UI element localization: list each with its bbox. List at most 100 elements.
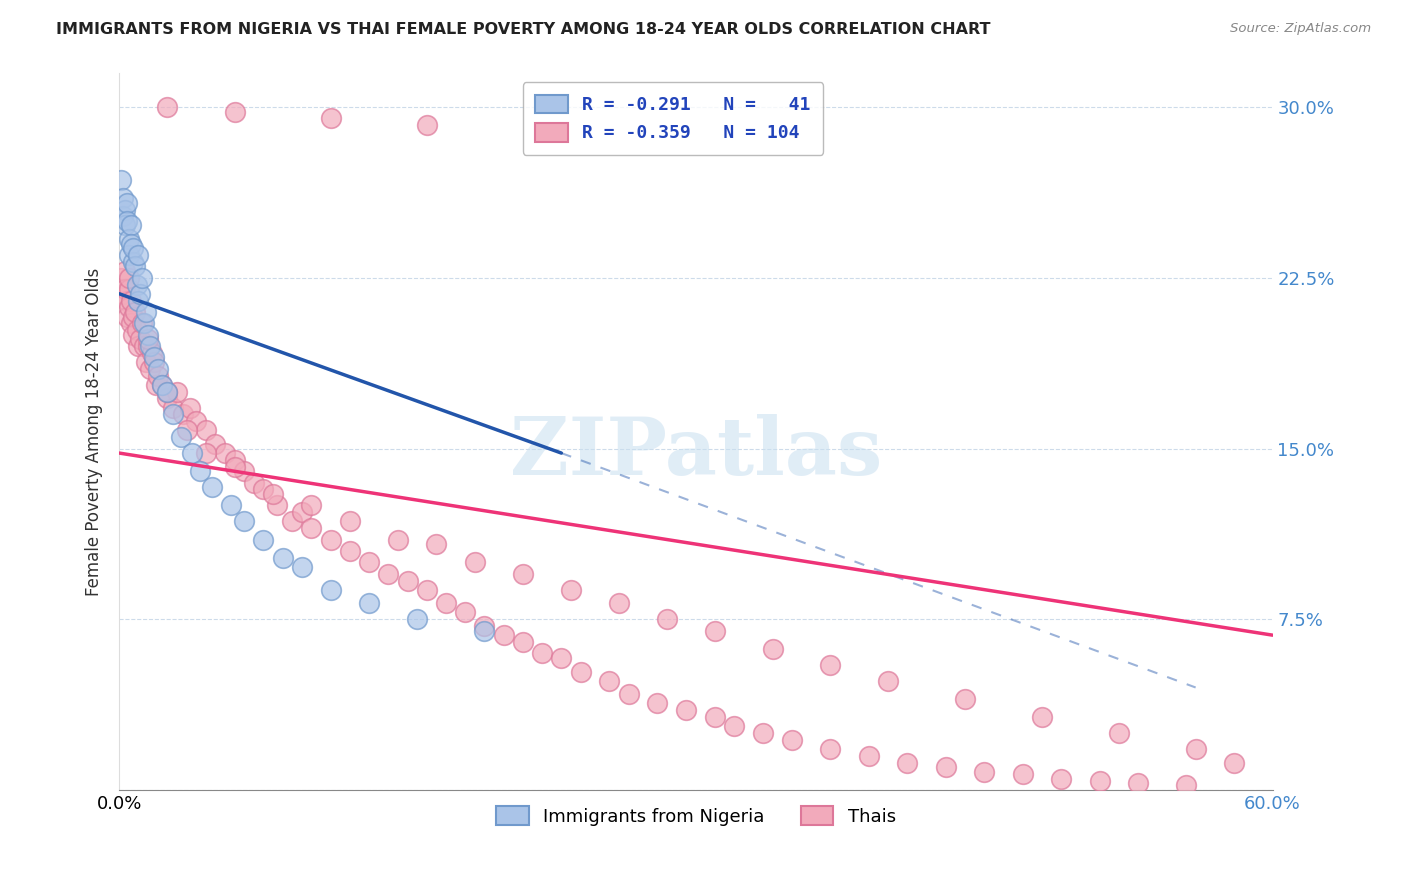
- Point: [156, 392, 179, 406]
- Legend: Immigrants from Nigeria, Thais: Immigrants from Nigeria, Thais: [486, 797, 904, 835]
- Point: [474, 619, 496, 633]
- Point: [125, 277, 148, 292]
- Point: [200, 480, 222, 494]
- Point: [655, 612, 678, 626]
- Point: [118, 301, 141, 315]
- Point: [131, 316, 153, 330]
- Point: [339, 544, 361, 558]
- Point: [291, 505, 314, 519]
- Point: [598, 673, 620, 688]
- Point: [752, 726, 775, 740]
- Point: [252, 533, 274, 547]
- Point: [145, 377, 167, 392]
- Point: [1223, 756, 1246, 770]
- Point: [301, 499, 323, 513]
- Text: ZIPatlas: ZIPatlas: [510, 414, 882, 492]
- Text: IMMIGRANTS FROM NIGERIA VS THAI FEMALE POVERTY AMONG 18-24 YEAR OLDS CORRELATION: IMMIGRANTS FROM NIGERIA VS THAI FEMALE P…: [56, 22, 991, 37]
- Point: [136, 332, 159, 346]
- Point: [125, 323, 148, 337]
- Point: [162, 408, 184, 422]
- Point: [935, 760, 957, 774]
- Point: [121, 241, 143, 255]
- Point: [156, 100, 179, 114]
- Point: [120, 236, 142, 251]
- Point: [176, 423, 198, 437]
- Point: [266, 499, 288, 513]
- Point: [120, 219, 142, 233]
- Point: [136, 327, 159, 342]
- Point: [512, 566, 534, 581]
- Point: [896, 756, 918, 770]
- Point: [146, 362, 169, 376]
- Point: [146, 368, 169, 383]
- Point: [170, 430, 193, 444]
- Point: [780, 732, 803, 747]
- Point: [128, 248, 150, 262]
- Point: [128, 339, 150, 353]
- Point: [115, 310, 138, 324]
- Point: [301, 521, 323, 535]
- Point: [1126, 776, 1149, 790]
- Point: [243, 475, 266, 490]
- Point: [454, 606, 477, 620]
- Point: [204, 437, 226, 451]
- Point: [150, 377, 173, 392]
- Point: [219, 499, 242, 513]
- Point: [877, 673, 900, 688]
- Point: [194, 423, 217, 437]
- Point: [723, 719, 745, 733]
- Point: [560, 582, 582, 597]
- Point: [141, 346, 163, 360]
- Point: [186, 414, 208, 428]
- Point: [118, 282, 141, 296]
- Point: [114, 264, 136, 278]
- Point: [425, 537, 447, 551]
- Point: [134, 339, 156, 353]
- Point: [319, 112, 342, 126]
- Point: [115, 195, 138, 210]
- Point: [675, 703, 697, 717]
- Point: [131, 270, 153, 285]
- Point: [1108, 726, 1130, 740]
- Point: [973, 764, 995, 779]
- Point: [214, 446, 236, 460]
- Point: [233, 514, 256, 528]
- Point: [416, 582, 439, 597]
- Point: [135, 355, 157, 369]
- Point: [377, 566, 399, 581]
- Point: [110, 270, 132, 285]
- Point: [550, 651, 572, 665]
- Point: [271, 550, 294, 565]
- Point: [319, 582, 342, 597]
- Point: [492, 628, 515, 642]
- Point: [188, 464, 211, 478]
- Point: [319, 533, 342, 547]
- Point: [464, 555, 486, 569]
- Point: [820, 657, 842, 672]
- Point: [134, 316, 156, 330]
- Point: [181, 446, 204, 460]
- Point: [762, 641, 785, 656]
- Point: [120, 316, 142, 330]
- Y-axis label: Female Poverty Among 18-24 Year Olds: Female Poverty Among 18-24 Year Olds: [86, 268, 103, 596]
- Point: [434, 596, 457, 610]
- Point: [142, 355, 165, 369]
- Point: [112, 191, 135, 205]
- Point: [118, 248, 141, 262]
- Point: [139, 362, 162, 376]
- Point: [129, 332, 152, 346]
- Point: [647, 697, 669, 711]
- Point: [115, 214, 138, 228]
- Point: [281, 514, 304, 528]
- Point: [121, 327, 143, 342]
- Point: [1184, 742, 1206, 756]
- Point: [607, 596, 630, 610]
- Point: [124, 260, 146, 274]
- Point: [291, 560, 314, 574]
- Point: [359, 596, 381, 610]
- Point: [262, 487, 284, 501]
- Point: [396, 574, 419, 588]
- Point: [406, 612, 429, 626]
- Point: [569, 665, 592, 679]
- Point: [156, 384, 179, 399]
